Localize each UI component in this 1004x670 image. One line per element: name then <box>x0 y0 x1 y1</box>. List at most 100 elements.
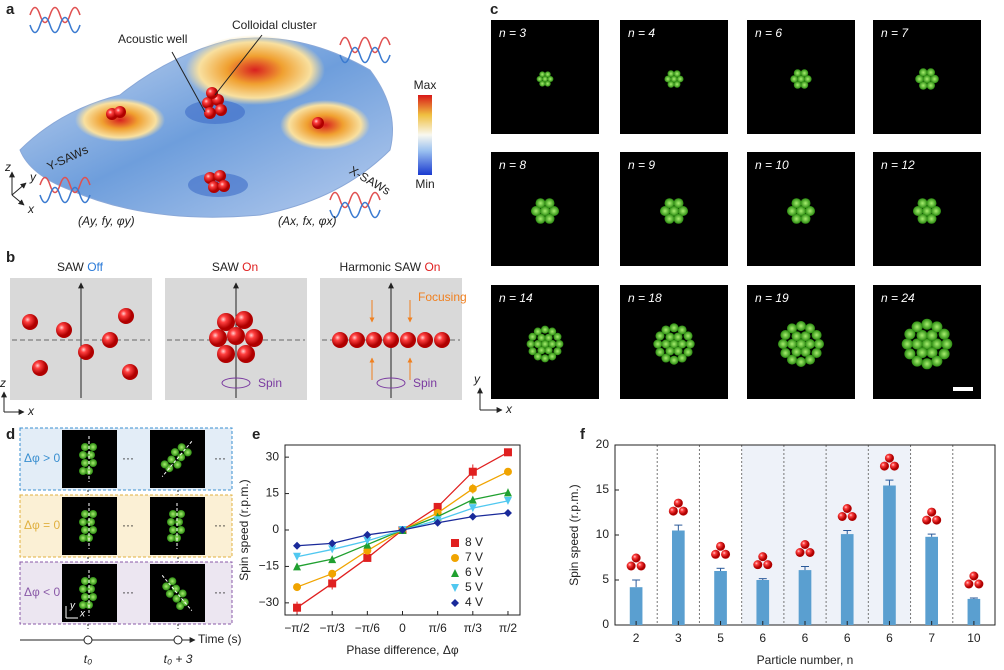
axis-name: x <box>27 404 35 418</box>
particle <box>665 332 675 342</box>
particle <box>81 526 89 534</box>
n-label: n = 19 <box>755 291 789 305</box>
particle <box>673 70 681 78</box>
box-state: On <box>424 260 440 274</box>
particle <box>549 206 559 216</box>
particle <box>183 448 192 457</box>
x-tick-label: 5 <box>717 631 724 645</box>
particle <box>938 348 950 360</box>
particle <box>535 198 546 209</box>
cluster-icon <box>879 461 889 471</box>
particle <box>916 347 928 359</box>
particle <box>800 81 809 89</box>
particle <box>89 510 97 518</box>
particle <box>661 339 671 349</box>
particle <box>811 330 822 340</box>
annotation: Colloidal cluster <box>232 18 317 32</box>
particle <box>539 80 546 87</box>
cluster-icon <box>626 561 636 571</box>
particle <box>669 206 679 216</box>
particle <box>904 348 916 360</box>
cluster-icon <box>795 548 805 557</box>
particle <box>528 347 537 356</box>
cluster-icon <box>763 560 773 570</box>
particle <box>670 75 678 83</box>
data-point <box>433 502 442 511</box>
particle <box>791 331 802 342</box>
particle <box>683 331 693 341</box>
ellipsis: ··· <box>122 585 134 599</box>
ellipsis: ··· <box>122 451 134 465</box>
particle <box>669 339 679 349</box>
particle <box>536 76 543 82</box>
particle <box>911 355 923 367</box>
legend-marker <box>451 569 459 577</box>
panel-letter: c <box>490 1 498 18</box>
particle <box>160 460 169 469</box>
cluster <box>167 503 185 549</box>
particle <box>661 325 671 335</box>
time-label: t₀ + 3 <box>164 652 193 666</box>
spin-arrow <box>221 377 251 389</box>
y-tick-label: 30 <box>266 449 280 463</box>
particle <box>814 339 824 349</box>
orientation-line <box>161 441 193 477</box>
particle <box>528 332 537 341</box>
particle <box>544 346 553 355</box>
data-point <box>293 552 302 561</box>
particle <box>791 213 802 224</box>
particle <box>553 347 562 356</box>
particle <box>169 510 177 518</box>
data-point <box>293 583 302 592</box>
particle <box>87 585 95 593</box>
y-tick-label: 0 <box>272 522 279 536</box>
time-label: t₀ <box>84 652 92 666</box>
data-point <box>503 509 512 517</box>
saw-wave <box>39 176 91 194</box>
particle <box>544 198 555 209</box>
cluster-icon <box>800 540 810 549</box>
particle <box>678 206 688 216</box>
panel-letter: f <box>580 426 586 443</box>
particle <box>921 338 933 350</box>
particle <box>931 355 943 367</box>
particle <box>811 348 822 358</box>
legend-label: 5 V <box>465 580 483 594</box>
particle <box>931 206 941 216</box>
axis-title: Time (s) <box>198 632 242 646</box>
cluster-icon <box>884 453 894 463</box>
axis-name: x <box>79 609 86 620</box>
data-point <box>328 539 337 548</box>
particle <box>172 594 181 603</box>
x-tick-label: π/2 <box>499 621 518 635</box>
x-tick-label: −π/2 <box>284 621 310 635</box>
particle <box>660 206 670 216</box>
particle <box>796 357 806 367</box>
time-point <box>173 635 183 645</box>
x-axis-title: Phase difference, Δφ <box>346 643 459 657</box>
particle <box>553 332 562 341</box>
panel-c: c y x n = 3 n = 4 n = 6 n = 7 n = 8 n = 9 n = … <box>473 1 981 416</box>
axis-arrow <box>11 194 25 206</box>
particle <box>89 526 97 534</box>
particle <box>919 81 928 90</box>
bar <box>756 580 770 625</box>
cluster-icon <box>668 506 678 516</box>
surface-peak <box>280 100 370 150</box>
ellipsis: ··· <box>122 518 134 532</box>
orientation-line <box>161 575 193 611</box>
particle <box>541 340 549 348</box>
colorbar-label: Max <box>414 78 437 92</box>
particle <box>79 467 87 475</box>
particle <box>167 518 175 526</box>
cluster-icon <box>964 579 974 589</box>
particle <box>931 338 943 350</box>
particle <box>677 325 687 335</box>
axis-name: z <box>0 376 6 390</box>
legend-label: 4 V <box>465 595 483 609</box>
particle <box>797 75 805 83</box>
data-point <box>293 541 302 550</box>
data-point <box>363 546 372 555</box>
cluster-icon <box>932 515 942 525</box>
